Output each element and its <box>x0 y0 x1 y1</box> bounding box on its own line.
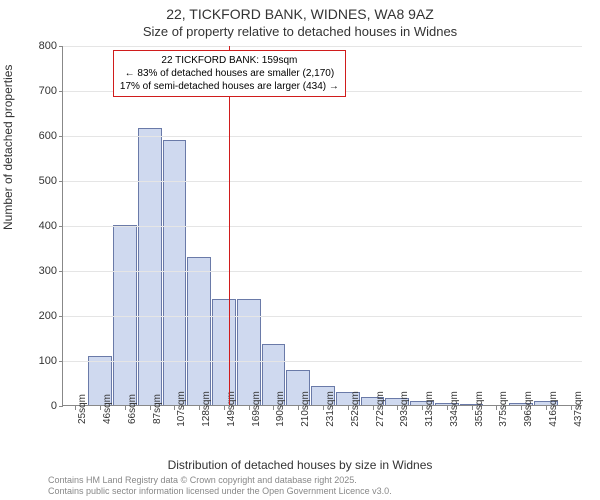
x-tick-label: 355sqm <box>472 391 485 427</box>
x-tick-label: 396sqm <box>521 391 534 427</box>
x-tick-label: 169sqm <box>249 391 262 427</box>
y-tick-label: 600 <box>39 130 57 142</box>
y-tick-label: 200 <box>39 310 57 322</box>
y-tick-mark <box>59 46 63 47</box>
x-tick-label: 149sqm <box>224 391 237 427</box>
y-tick-label: 300 <box>39 265 57 277</box>
y-tick-mark <box>59 91 63 92</box>
x-tick-label: 272sqm <box>373 391 386 427</box>
y-tick-label: 400 <box>39 220 57 232</box>
histogram-bar <box>138 128 162 405</box>
footer-line: Contains HM Land Registry data © Crown c… <box>48 475 392 486</box>
x-tick-label: 375sqm <box>496 391 509 427</box>
y-tick-label: 500 <box>39 175 57 187</box>
x-axis-label: Distribution of detached houses by size … <box>0 458 600 472</box>
y-tick-mark <box>59 226 63 227</box>
y-tick-mark <box>59 361 63 362</box>
y-tick-mark <box>59 316 63 317</box>
annotation-box: 22 TICKFORD BANK: 159sqm← 83% of detache… <box>113 50 346 97</box>
y-tick-label: 100 <box>39 355 57 367</box>
gridline <box>63 226 582 227</box>
y-tick-mark <box>59 406 63 407</box>
x-tick-label: 210sqm <box>298 391 311 427</box>
x-tick-label: 128sqm <box>199 391 212 427</box>
histogram-chart: 22, TICKFORD BANK, WIDNES, WA8 9AZ Size … <box>0 0 600 500</box>
x-tick-label: 87sqm <box>150 394 163 424</box>
gridline <box>63 136 582 137</box>
gridline <box>63 316 582 317</box>
x-tick-label: 231sqm <box>323 391 336 427</box>
marker-line <box>229 46 230 405</box>
x-tick-label: 107sqm <box>174 391 187 427</box>
chart-title: 22, TICKFORD BANK, WIDNES, WA8 9AZ <box>0 6 600 22</box>
x-tick-label: 334sqm <box>447 391 460 427</box>
x-tick-label: 416sqm <box>546 391 559 427</box>
x-tick-label: 25sqm <box>75 394 88 424</box>
y-tick-label: 700 <box>39 85 57 97</box>
y-axis-label: Number of detached properties <box>1 65 15 230</box>
footer-line: Contains public sector information licen… <box>48 486 392 497</box>
gridline <box>63 271 582 272</box>
y-tick-mark <box>59 181 63 182</box>
x-tick-label: 190sqm <box>273 391 286 427</box>
histogram-bar <box>187 257 211 406</box>
y-tick-label: 0 <box>51 400 57 412</box>
annotation-line: ← 83% of detached houses are smaller (2,… <box>120 67 339 80</box>
histogram-bar <box>163 140 187 406</box>
x-tick-label: 437sqm <box>571 391 584 427</box>
gridline <box>63 361 582 362</box>
histogram-bar <box>113 225 137 405</box>
annotation-line: 22 TICKFORD BANK: 159sqm <box>120 54 339 67</box>
y-tick-mark <box>59 271 63 272</box>
x-tick-label: 293sqm <box>397 391 410 427</box>
y-tick-mark <box>59 136 63 137</box>
gridline <box>63 46 582 47</box>
x-tick-label: 313sqm <box>422 391 435 427</box>
x-tick-label: 252sqm <box>348 391 361 427</box>
annotation-line: 17% of semi-detached houses are larger (… <box>120 80 339 93</box>
y-tick-label: 800 <box>39 40 57 52</box>
gridline <box>63 181 582 182</box>
chart-subtitle: Size of property relative to detached ho… <box>0 24 600 39</box>
x-tick-label: 46sqm <box>100 394 113 424</box>
chart-footer: Contains HM Land Registry data © Crown c… <box>48 475 392 498</box>
x-tick-label: 66sqm <box>125 394 138 424</box>
plot-area: 010020030040050060070080025sqm46sqm66sqm… <box>62 46 582 406</box>
